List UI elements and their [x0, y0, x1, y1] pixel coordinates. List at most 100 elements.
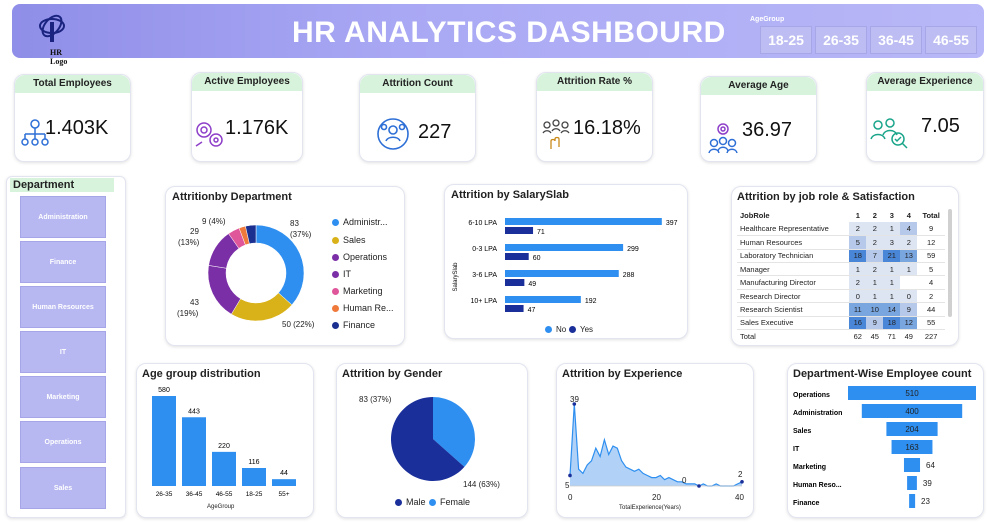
scrollbar[interactable]	[948, 209, 952, 317]
age-btn-26-35[interactable]: 26-35	[815, 26, 867, 54]
funnel-bar[interactable]	[903, 458, 921, 472]
data-label[interactable]: 47	[528, 307, 536, 314]
y-tick-label[interactable]: 6-10 LPA	[468, 220, 497, 227]
legend-item[interactable]: Administr...	[332, 217, 388, 227]
column-header[interactable]: 2	[872, 211, 877, 221]
data-point[interactable]	[568, 473, 572, 478]
data-label[interactable]: 204	[905, 425, 919, 434]
bar-no[interactable]	[505, 296, 581, 303]
column-header[interactable]: 4	[906, 211, 911, 221]
data-label[interactable]: 400	[905, 407, 919, 416]
data-label[interactable]: 116	[248, 459, 259, 466]
y-tick-label[interactable]: 3-6 LPA	[472, 272, 497, 279]
table-row[interactable]: Research Scientist 11 10 14 9 44	[737, 302, 945, 317]
legend-item[interactable]: IT	[332, 269, 351, 279]
legend-item[interactable]: Human Re...	[332, 303, 394, 313]
column-header[interactable]: 3	[889, 211, 894, 221]
data-label[interactable]: 44	[280, 470, 288, 477]
age-btn-18-25[interactable]: 18-25	[760, 26, 812, 54]
dept-btn-sales[interactable]: Sales	[20, 467, 106, 509]
bar-no[interactable]	[505, 244, 624, 251]
legend-item[interactable]: Finance	[332, 320, 375, 330]
funnel-category[interactable]: IT	[793, 446, 800, 453]
bar-yes[interactable]	[505, 305, 524, 312]
funnel-bar[interactable]	[848, 386, 976, 400]
pie-slice[interactable]	[391, 397, 465, 481]
funnel-bar[interactable]	[886, 422, 938, 436]
legend-item[interactable]: Yes	[569, 325, 593, 334]
x-tick-label[interactable]: 26-35	[156, 491, 173, 498]
funnel-bar[interactable]	[891, 440, 933, 454]
legend-item[interactable]: Marketing	[332, 286, 383, 296]
x-tick-label[interactable]: 18-25	[246, 491, 263, 498]
age-btn-36-45[interactable]: 36-45	[870, 26, 922, 54]
data-label[interactable]: 23	[921, 497, 930, 506]
funnel-category[interactable]: Human Reso...	[793, 482, 842, 489]
funnel-bar[interactable]	[907, 476, 917, 490]
y-axis-label[interactable]: SalarySlab	[453, 262, 459, 292]
y-tick-label[interactable]: 0-3 LPA	[472, 246, 497, 253]
data-label[interactable]: 580	[158, 387, 170, 394]
data-label[interactable]: 49	[528, 281, 536, 288]
age-btn-46-55[interactable]: 46-55	[925, 26, 977, 54]
donut-slice[interactable]	[245, 224, 257, 245]
age-bar[interactable]	[272, 479, 296, 486]
column-header[interactable]: 1	[855, 211, 860, 221]
data-label[interactable]: 60	[533, 255, 541, 262]
bar-yes[interactable]	[505, 227, 534, 234]
data-point[interactable]	[572, 402, 577, 406]
data-label[interactable]: 510	[905, 389, 919, 398]
age-bar[interactable]	[182, 417, 206, 486]
y-tick-label[interactable]: 10+ LPA	[470, 298, 497, 305]
dept-btn-marketing[interactable]: Marketing	[20, 376, 106, 418]
data-label[interactable]: 288	[623, 272, 635, 279]
area-line[interactable]	[569, 403, 743, 487]
dept-btn-finance[interactable]: Finance	[20, 241, 106, 283]
gender-pie-chart[interactable]	[337, 364, 529, 519]
dept-btn-administration[interactable]: Administration	[20, 196, 106, 238]
bar-yes[interactable]	[505, 253, 529, 260]
table-row[interactable]: Laboratory Technician 18 7 21 13 59	[737, 249, 945, 263]
data-label[interactable]: 39	[923, 479, 932, 488]
table-row[interactable]: Research Director 0 1 1 0 2	[737, 289, 945, 303]
data-label[interactable]: 71	[537, 229, 545, 236]
funnel-bar[interactable]	[861, 404, 963, 418]
dept-funnel-chart[interactable]: Operations 510 Administration 400 Sales 204 IT…	[788, 364, 985, 519]
table-row[interactable]: Sales Executive 16 9 18 12 55	[737, 316, 945, 330]
data-label[interactable]: 299	[627, 246, 639, 253]
legend-item[interactable]: Operations	[332, 252, 387, 262]
data-label[interactable]: 64	[926, 461, 935, 470]
table-row[interactable]: Human Resources 5 2 3 2 12	[737, 235, 945, 250]
column-header[interactable]: JobRole	[740, 211, 770, 221]
area-fill[interactable]	[570, 404, 742, 486]
funnel-category[interactable]: Finance	[793, 500, 820, 507]
chevron-right-icon[interactable]: ›	[987, 34, 991, 45]
bar-no[interactable]	[505, 218, 662, 225]
funnel-bar[interactable]	[909, 494, 916, 508]
table-row[interactable]: Manager 1 2 1 1 5	[737, 262, 945, 276]
salary-bar-chart[interactable]: 6-10 LPA 397 71 0-3 LPA 299 60 3-6 LPA 288 49 10+…	[445, 185, 689, 340]
age-bar[interactable]	[242, 468, 266, 486]
donut-slice[interactable]	[207, 265, 241, 315]
data-label[interactable]: 192	[585, 298, 597, 305]
column-header[interactable]: Total	[922, 211, 940, 221]
funnel-category[interactable]: Sales	[793, 428, 811, 435]
legend-item[interactable]: Female	[429, 497, 470, 507]
data-label[interactable]: 443	[188, 408, 200, 415]
dept-btn-operations[interactable]: Operations	[20, 421, 106, 463]
x-tick-label[interactable]: 55+	[278, 491, 289, 498]
data-point[interactable]	[740, 479, 744, 484]
age-bar[interactable]	[212, 451, 236, 486]
dept-btn-human-resources[interactable]: Human Resources	[20, 286, 106, 328]
donut-slice[interactable]	[230, 292, 293, 322]
x-tick-label[interactable]: 36-45	[186, 491, 203, 498]
data-point[interactable]	[697, 484, 701, 488]
data-label[interactable]: 220	[218, 443, 230, 450]
bar-no[interactable]	[505, 270, 619, 277]
dept-btn-it[interactable]: IT	[20, 331, 106, 373]
legend-item[interactable]: No	[545, 325, 566, 334]
funnel-category[interactable]: Administration	[793, 410, 842, 417]
legend-item[interactable]: Male	[395, 497, 426, 507]
funnel-category[interactable]: Marketing	[793, 464, 826, 471]
experience-area-chart[interactable]	[557, 364, 755, 519]
